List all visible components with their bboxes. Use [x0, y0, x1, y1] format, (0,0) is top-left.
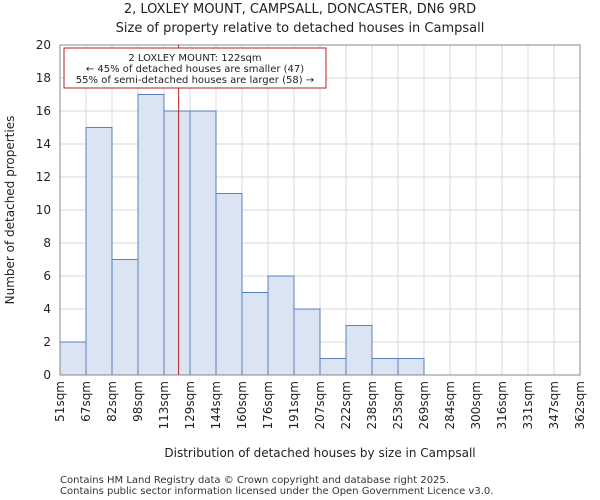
x-tick-label: 98sqm [131, 381, 145, 422]
x-tick-label: 129sqm [183, 381, 197, 429]
chart-title: 2, LOXLEY MOUNT, CAMPSALL, DONCASTER, DN… [124, 2, 476, 17]
y-tick-label: 14 [36, 137, 51, 151]
y-tick-label: 18 [36, 71, 51, 85]
y-tick-label: 16 [36, 104, 51, 118]
footer-line-2: Contains public sector information licen… [60, 486, 493, 497]
x-tick-label: 331sqm [521, 381, 535, 429]
x-tick-label: 82sqm [105, 381, 119, 422]
bar-176sqm [267, 275, 295, 376]
y-tick-label: 0 [43, 368, 51, 382]
plot-frame [59, 44, 581, 376]
x-tick-label: 300sqm [469, 381, 483, 429]
bar-253sqm [397, 358, 425, 376]
annotation-line-3: 55% of semi-detached houses are larger (… [76, 75, 314, 86]
footer-line-1: Contains HM Land Registry data © Crown c… [60, 475, 449, 486]
bar-51sqm [59, 341, 87, 376]
x-tick-label: 269sqm [417, 381, 431, 429]
annotation-border [63, 47, 327, 89]
x-axis-label: Distribution of detached houses by size … [164, 446, 475, 460]
x-tick-label: 67sqm [79, 381, 93, 422]
y-axis-label: Number of detached properties [3, 116, 17, 305]
y-tick-label: 6 [43, 269, 51, 283]
x-tick-label: 284sqm [443, 381, 457, 429]
y-tick-label: 10 [36, 203, 51, 217]
x-tick-label: 160sqm [235, 381, 249, 429]
bar-82sqm [111, 259, 139, 376]
x-tick-label: 222sqm [339, 381, 353, 429]
bar-113sqm [163, 110, 191, 376]
bar-160sqm [241, 292, 269, 376]
bar-129sqm [189, 110, 217, 376]
chart-subtitle: Size of property relative to detached ho… [116, 21, 485, 36]
x-tick-label: 207sqm [313, 381, 327, 429]
y-tick-label: 8 [43, 236, 51, 250]
bar-238sqm [371, 358, 399, 376]
bar-67sqm [85, 127, 113, 376]
x-tick-label: 191sqm [287, 381, 301, 429]
y-tick-label: 20 [36, 38, 51, 52]
x-tick-label: 51sqm [53, 381, 67, 422]
bar-144sqm [215, 193, 243, 376]
x-tick-label: 176sqm [261, 381, 275, 429]
x-tick-label: 362sqm [573, 381, 587, 429]
x-tick-label: 347sqm [547, 381, 561, 429]
x-tick-labels: 51sqm 67sqm 82sqm 98sqm 113sqm 129sqm 144sqm 16… [53, 381, 587, 429]
x-tick-label: 253sqm [391, 381, 405, 429]
bar-222sqm [345, 325, 373, 376]
annotation-box: 2 LOXLEY MOUNT: 122sqm ← 45% of detached… [63, 47, 327, 89]
y-tick-labels: 0 2 4 6 8 10 12 14 16 18 20 [36, 38, 51, 382]
annotation-line-2: ← 45% of detached houses are smaller (47… [86, 64, 304, 75]
y-tick-label: 2 [43, 335, 51, 349]
bar-98sqm [137, 94, 165, 376]
y-tick-label: 4 [43, 302, 51, 316]
x-tick-label: 144sqm [209, 381, 223, 429]
x-tick-label: 316sqm [495, 381, 509, 429]
bar-207sqm [319, 358, 347, 376]
x-tick-label: 113sqm [157, 381, 171, 429]
y-tick-label: 12 [36, 170, 51, 184]
x-tick-label: 238sqm [365, 381, 379, 429]
bar-191sqm [293, 308, 321, 376]
annotation-line-1: 2 LOXLEY MOUNT: 122sqm [128, 53, 261, 64]
bars [59, 94, 425, 376]
